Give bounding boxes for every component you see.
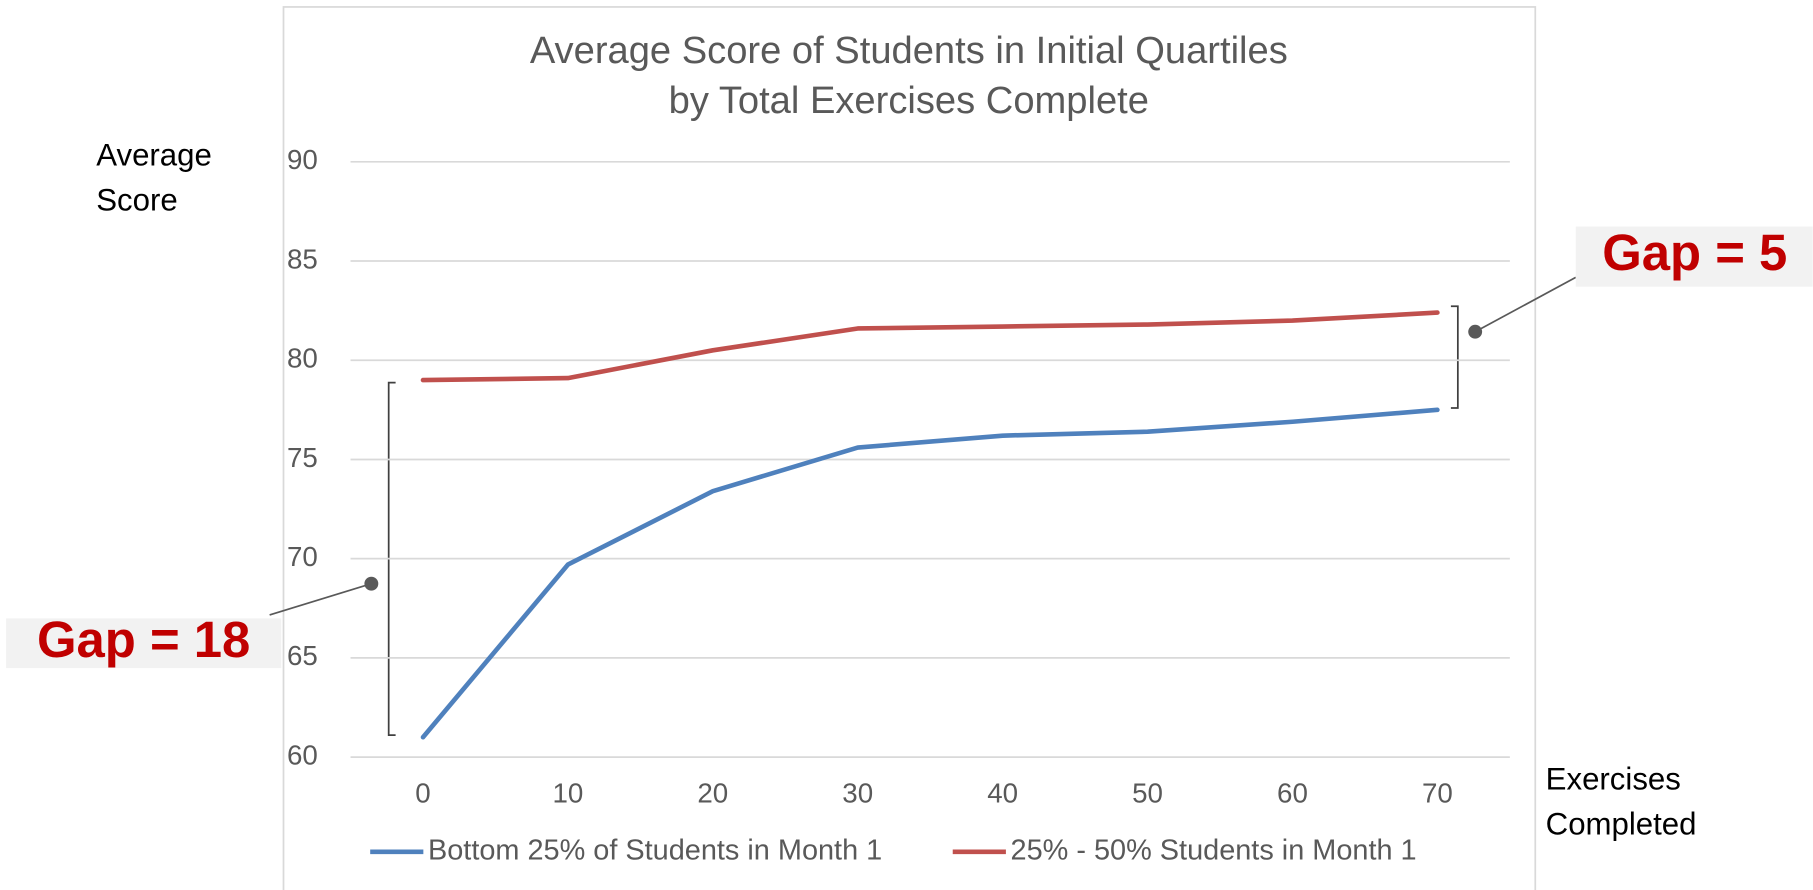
x-tick-label: 50 [1132, 778, 1163, 809]
chart-title: Average Score of Students in Initial Qua… [530, 29, 1288, 72]
y-tick-label: 70 [287, 541, 318, 572]
x-tick-label: 70 [1422, 778, 1453, 809]
x-tick-label: 60 [1277, 778, 1308, 809]
x-tick-label: 0 [415, 778, 430, 809]
y-axis-label: Score [96, 183, 177, 218]
y-tick-label: 90 [287, 144, 318, 175]
annotation: Gap = 5 [1602, 224, 1787, 281]
legend-label: 25% - 50% Students in Month 1 [1011, 834, 1417, 866]
chart-title: by Total Exercises Complete [669, 79, 1149, 122]
x-axis-label: Completed [1546, 807, 1697, 842]
series-line [420, 407, 1440, 740]
y-tick-label: 65 [287, 640, 318, 671]
annotation: Gap = 18 [37, 611, 250, 668]
x-tick-label: 10 [552, 778, 583, 809]
chart-frame [282, 6, 1537, 890]
x-axis-label: Exercises [1546, 762, 1681, 797]
y-axis-label: Average [96, 137, 212, 172]
y-tick-label: 80 [287, 343, 318, 374]
y-tick-label: 60 [287, 739, 318, 770]
x-tick-label: 30 [842, 778, 873, 809]
callout-dot [1468, 324, 1483, 339]
y-tick-label: 75 [287, 442, 318, 473]
series-line [420, 310, 1440, 383]
legend-label: Bottom 25% of Students in Month 1 [428, 834, 882, 866]
callout-dot [364, 576, 379, 591]
x-tick-label: 20 [697, 778, 728, 809]
callout-line [1474, 276, 1577, 333]
callout-box [6, 618, 282, 669]
callout-box [1575, 226, 1813, 287]
gap-bracket [1450, 305, 1459, 409]
y-tick-label: 85 [287, 243, 318, 274]
x-tick-label: 40 [987, 778, 1018, 809]
callout-line [269, 582, 372, 616]
